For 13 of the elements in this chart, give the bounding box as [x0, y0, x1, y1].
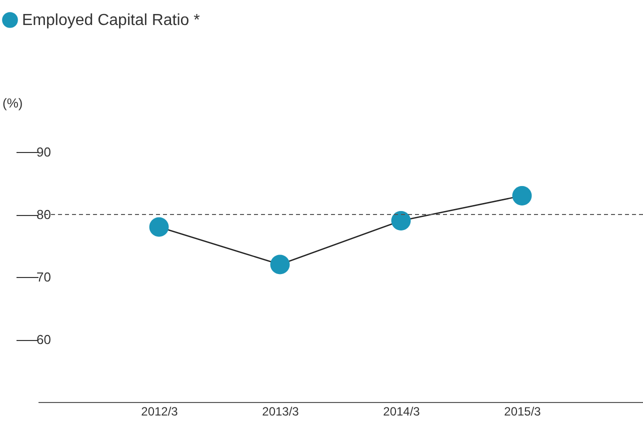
x-tick-label: 2012/3 — [141, 404, 178, 418]
x-tick-label: 2014/3 — [383, 404, 420, 418]
y-tick-label: 60 — [36, 332, 51, 347]
y-tick-label: 90 — [36, 144, 51, 160]
x-tick-label: 2013/3 — [262, 404, 300, 418]
y-axis-title: (%) — [2, 96, 23, 110]
y-tick-label: 70 — [36, 270, 51, 284]
x-tick-label: 2015/3 — [504, 404, 542, 418]
point — [391, 211, 411, 230]
legend-label: Employed Capital Ratio * — [22, 12, 200, 29]
point — [512, 186, 532, 206]
point — [149, 217, 169, 237]
point — [270, 254, 290, 274]
